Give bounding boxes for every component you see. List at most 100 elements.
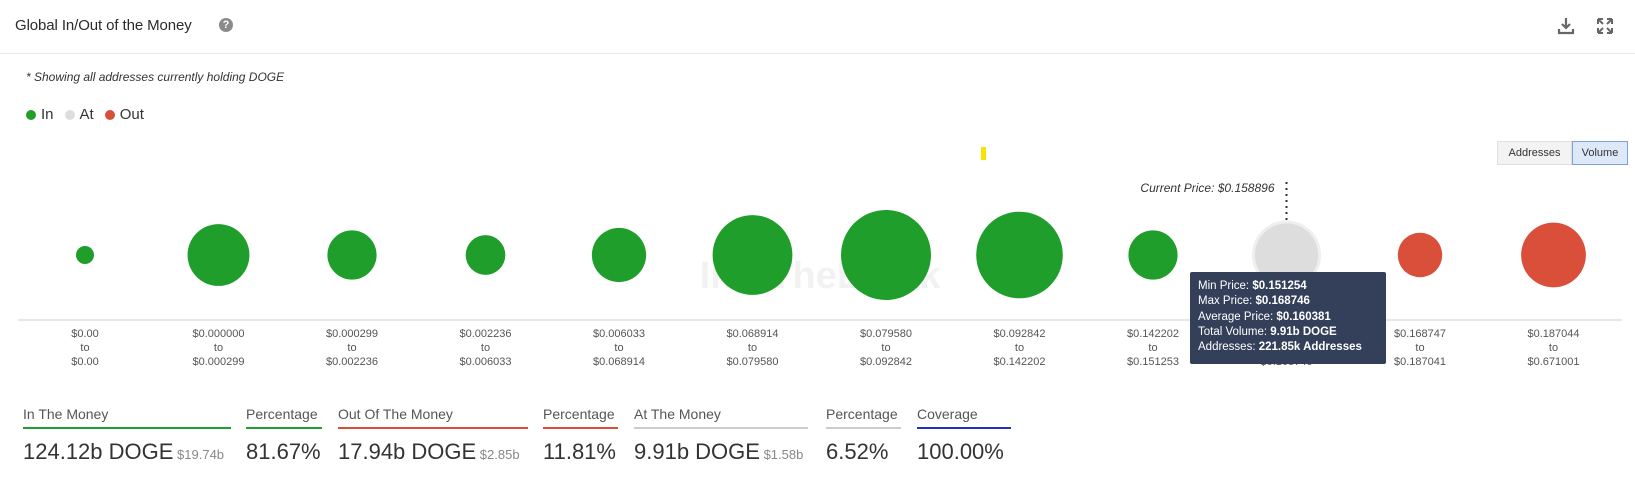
stat-label: At The Money — [634, 405, 808, 429]
stat-block: In The Money 124.12b DOGE $19.74b — [23, 405, 231, 465]
bucket-bubble[interactable] — [712, 215, 793, 295]
tooltip-row-label: Average Price: — [1198, 310, 1277, 323]
tick-label-from: $0.068914 — [727, 328, 779, 340]
bucket-bubble[interactable] — [976, 211, 1063, 299]
tick-label-from: $0.006033 — [593, 328, 645, 340]
help-icon[interactable]: ? — [219, 18, 233, 32]
stat-value: 9.91b DOGE $1.58b — [634, 439, 808, 465]
legend-label-out: Out — [119, 106, 144, 123]
legend-dot-out-icon — [104, 109, 115, 120]
tick-label-from: $0.000000 — [193, 328, 245, 340]
tick-label-to-word: to — [1549, 342, 1558, 354]
legend-label-at: At — [79, 106, 94, 123]
tooltip-row-label: Total Volume: — [1198, 325, 1271, 338]
bucket-bubble[interactable] — [1254, 223, 1319, 287]
tooltip-row-value: $0.168746 — [1255, 295, 1310, 308]
tick-label-to-word: to — [214, 342, 223, 354]
stat-usd-value: $1.58b — [759, 447, 804, 462]
tick-label-to: $0.092842 — [860, 356, 912, 368]
tick-label-to: $0.142202 — [994, 356, 1046, 368]
stat-label: Percentage — [543, 405, 618, 429]
tick-label-to: $0.006033 — [460, 356, 512, 368]
tick-label-to-word: to — [347, 342, 356, 354]
stat-value-text: 17.94b DOGE — [338, 439, 477, 464]
tooltip-row-value: 9.91b DOGE — [1270, 325, 1337, 338]
tooltip-row-value: $0.160381 — [1276, 310, 1331, 323]
bucket-bubble[interactable] — [1521, 222, 1586, 288]
download-icon[interactable] — [1556, 16, 1576, 36]
tick-label-to-word: to — [748, 342, 757, 354]
stat-value: 6.52% — [826, 439, 901, 465]
stat-block: Percentage 11.81% — [543, 405, 618, 465]
stat-value: 124.12b DOGE $19.74b — [23, 439, 231, 465]
stat-label: Percentage — [826, 405, 901, 429]
tooltip-row-label: Max Price: — [1198, 295, 1256, 308]
tick-label-to-word: to — [1015, 342, 1024, 354]
tick-label-from: $0.168747 — [1394, 328, 1446, 340]
tooltip-row: Addresses: 221.85k Addresses — [1198, 340, 1378, 355]
tooltip-row-value: 221.85k Addresses — [1258, 341, 1362, 354]
widget-header: Global In/Out of the Money ? — [0, 0, 1635, 54]
bucket-tooltip: Min Price: $0.151254 Max Price: $0.168746… — [1190, 272, 1386, 364]
tick-label-to-word: to — [80, 342, 89, 354]
legend-item-in[interactable]: In — [26, 106, 54, 123]
addresses-toggle-button[interactable]: Addresses — [1497, 141, 1572, 165]
stat-value-text: 81.67% — [246, 439, 321, 464]
summary-stats: In The Money 124.12b DOGE $19.74b Percenta… — [0, 405, 1635, 475]
expand-icon[interactable] — [1595, 16, 1615, 36]
stat-value-text: 100.00% — [917, 439, 1004, 464]
tooltip-row: Min Price: $0.151254 — [1198, 279, 1378, 294]
legend-dot-in-icon — [26, 109, 36, 120]
tooltip-row: Average Price: $0.160381 — [1198, 310, 1378, 325]
tick-label-from: $0.092842 — [994, 328, 1046, 340]
stat-label: Percentage — [246, 405, 322, 429]
stat-block: Percentage 6.52% — [826, 405, 901, 465]
bucket-bubble[interactable] — [591, 227, 647, 283]
legend-item-at[interactable]: At — [64, 106, 94, 123]
stat-block: At The Money 9.91b DOGE $1.58b — [634, 405, 808, 465]
legend-item-out[interactable]: Out — [104, 106, 144, 123]
bucket-bubble[interactable] — [1397, 232, 1443, 278]
bucket-bubble[interactable] — [465, 235, 506, 275]
tick-label-from: $0.142202 — [1127, 328, 1179, 340]
tick-label-to: $0.000299 — [193, 356, 245, 368]
holders-note: * Showing all addresses currently holdin… — [26, 70, 285, 84]
bucket-bubble[interactable] — [1128, 230, 1178, 280]
bucket-bubble[interactable] — [187, 224, 250, 286]
tick-label-from: $0.187044 — [1528, 328, 1580, 340]
bucket-bubble[interactable] — [76, 246, 94, 264]
stat-block: Percentage 81.67% — [246, 405, 322, 465]
tick-label-to: $0.002236 — [326, 356, 378, 368]
stat-value: 17.94b DOGE $2.85b — [338, 439, 528, 465]
stat-value-text: 6.52% — [826, 439, 889, 464]
tick-label-to: $0.151253 — [1127, 356, 1179, 368]
stat-value: 100.00% — [917, 439, 1011, 465]
tooltip-row-label: Min Price: — [1198, 280, 1253, 292]
stat-usd-value: $2.85b — [476, 447, 520, 462]
legend-label-in: In — [41, 106, 54, 123]
bucket-bubble[interactable] — [841, 210, 931, 300]
stat-value-text: 9.91b DOGE — [634, 439, 760, 464]
tick-label-from: $0.002236 — [460, 328, 512, 340]
tick-label-to: $0.00 — [71, 356, 99, 368]
tick-label-to-word: to — [1148, 342, 1157, 354]
tick-label-to: $0.187041 — [1394, 356, 1446, 368]
stat-value: 81.67% — [246, 439, 322, 465]
page-title: Global In/Out of the Money — [15, 17, 192, 34]
tooltip-row-label: Addresses: — [1198, 341, 1259, 354]
bucket-bubble[interactable] — [327, 230, 377, 280]
tick-label-from: $0.00 — [71, 328, 99, 340]
tooltip-row: Max Price: $0.168746 — [1198, 294, 1378, 309]
stat-block: Out Of The Money 17.94b DOGE $2.85b — [338, 405, 528, 465]
legend-dot-at-icon — [64, 109, 75, 120]
current-price-label: Current Price: $0.158896 — [1140, 181, 1274, 195]
stat-value: 11.81% — [543, 439, 618, 465]
tick-label-to-word: to — [481, 342, 490, 354]
volume-toggle-button[interactable]: Volume — [1572, 141, 1628, 165]
tick-label-to-word: to — [614, 342, 623, 354]
tick-label-from: $0.079580 — [860, 328, 912, 340]
stat-usd-value: $19.74b — [173, 447, 225, 462]
tick-label-to-word: to — [881, 342, 890, 354]
stat-value-text: 124.12b DOGE — [23, 439, 174, 464]
